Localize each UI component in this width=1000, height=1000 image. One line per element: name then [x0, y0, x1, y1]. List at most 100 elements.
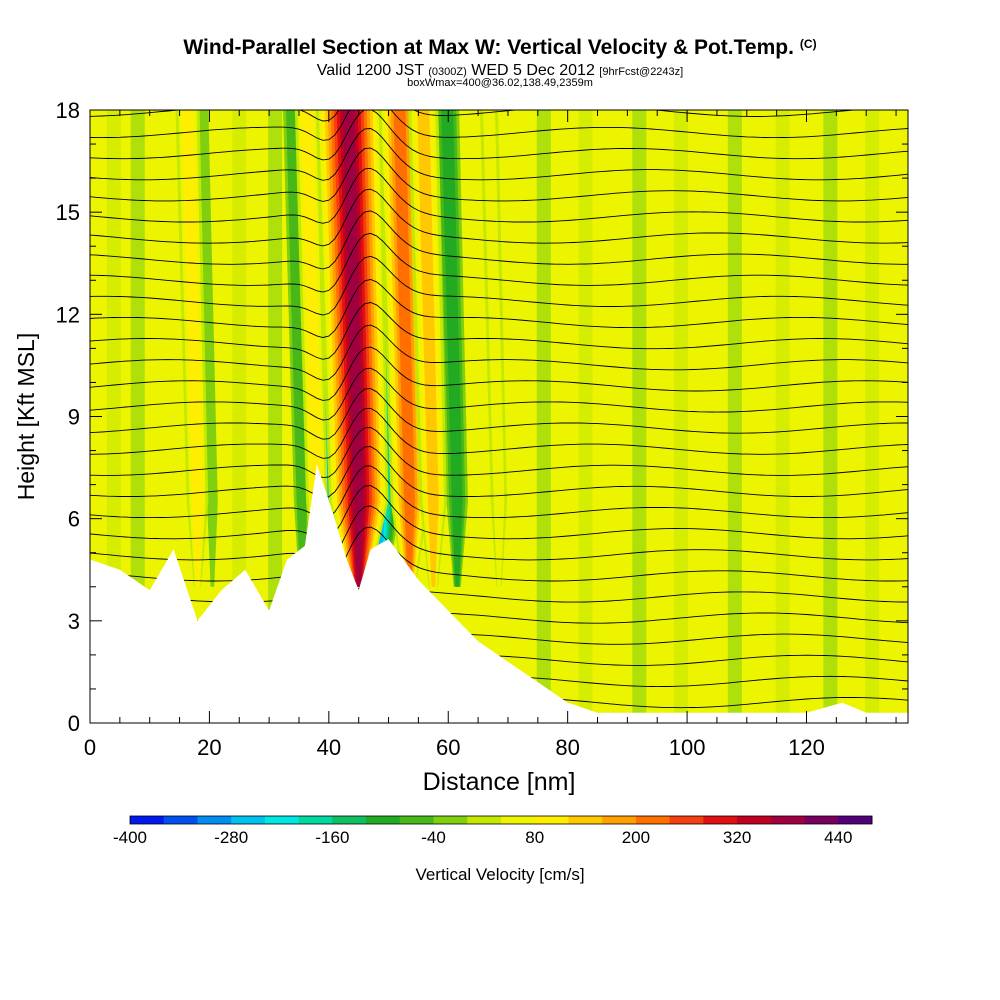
y-tick-label: 0: [68, 711, 80, 736]
isentrope-line: [90, 302, 908, 360]
x-tick-label: 100: [669, 735, 706, 760]
isentrope-line: [90, 346, 908, 401]
chart-box-info: boxWmax=400@36.02,138.49,2359m: [407, 77, 593, 89]
isentrope-line: [90, 446, 908, 498]
y-tick-label: 6: [68, 507, 80, 532]
colorbar-tick-label: -280: [214, 828, 248, 847]
isentrope-line: [90, 255, 908, 316]
x-tick-label: 40: [317, 735, 341, 760]
isentrope-line: [90, 110, 859, 122]
plot-area: [90, 51, 908, 723]
colorbar-border: [129, 815, 873, 825]
isentrope-line: [90, 128, 908, 181]
colorbar-swatch: [703, 816, 738, 824]
y-tick-label: 18: [56, 98, 80, 123]
colorbar-swatch: [804, 816, 839, 824]
field-streak: [232, 110, 247, 723]
colorbar-swatch: [770, 816, 806, 824]
field-streak: [775, 110, 790, 723]
isentrope-line: [90, 485, 908, 540]
colorbar-tick-label: 320: [723, 828, 751, 847]
isentrope-line: [90, 427, 908, 479]
field-streak: [130, 110, 145, 723]
isentrope-line: [90, 210, 908, 270]
y-tick-label: 15: [56, 200, 80, 225]
colorbar-label: Vertical Velocity [cm/s]: [415, 865, 584, 884]
isentrope-line: [90, 388, 908, 440]
colorbar-tick-label: 200: [622, 828, 650, 847]
isentrope-line: [90, 188, 908, 247]
x-axis-label: Distance [nm]: [423, 768, 576, 796]
colorbar-swatch: [602, 816, 637, 824]
copyright-mark: (C): [799, 37, 817, 51]
field-streak: [578, 110, 593, 723]
colorbar-swatch: [163, 816, 198, 824]
colorbar-swatch: [366, 816, 401, 824]
field-streak: [865, 110, 880, 723]
colorbar-swatch: [501, 816, 536, 824]
colorbar-tick-label: -40: [421, 828, 446, 847]
isentrope-line: [90, 110, 908, 161]
isentrope-line: [90, 407, 908, 459]
x-tick-label: 60: [436, 735, 460, 760]
isentrope-line: [90, 147, 908, 202]
colorbar-swatch: [534, 816, 569, 824]
colorbar-swatch: [298, 816, 333, 824]
chart-title: Wind-Parallel Section at Max W: Vertical…: [183, 36, 817, 59]
colorbar-swatch: [399, 816, 435, 824]
isentrope-line: [90, 232, 908, 293]
y-tick-label: 12: [56, 302, 80, 327]
colorbar-tick-label: 80: [525, 828, 544, 847]
colorbar-swatch: [737, 816, 772, 824]
colorbar-swatch: [197, 816, 232, 824]
field-streak: [268, 110, 283, 723]
isentrope-line: [90, 526, 908, 585]
y-axis-label: Height [Kft MSL]: [13, 333, 39, 500]
isentrope-line: [90, 110, 908, 141]
colorbar-tick-label: -400: [113, 828, 147, 847]
x-tick-label: 0: [84, 735, 96, 760]
updraft-band: [396, 110, 413, 587]
field-streak: [632, 110, 647, 723]
isentrope-line: [90, 51, 908, 102]
colorbar-swatch: [264, 816, 300, 824]
updraft-band: [345, 110, 362, 587]
field-streak: [823, 110, 838, 723]
x-tick-label: 120: [788, 735, 825, 760]
colorbar-swatch: [838, 816, 873, 824]
y-tick-label: 3: [68, 609, 80, 634]
y-tick-label: 9: [68, 405, 80, 430]
isentrope-line: [90, 367, 908, 421]
updraft-band: [420, 110, 436, 587]
updraft-band: [303, 110, 320, 587]
axes: 0 20 40 60 80 100 120 0 3 6 9 12 15 18 Distance [nm] He…: [13, 98, 908, 796]
x-tick-label: 20: [197, 735, 221, 760]
updraft-band: [486, 110, 502, 587]
colorbar-tick-label: -160: [315, 828, 349, 847]
isentrope-line: [90, 324, 908, 381]
field-streak: [727, 110, 742, 723]
colorbar-swatch: [332, 816, 367, 824]
isentrope-line: [90, 279, 908, 338]
updraft-band: [184, 110, 201, 587]
downdraft-band: [199, 110, 216, 587]
colorbar-swatch: [635, 816, 671, 824]
terrain-mask: [90, 464, 908, 723]
colorbar-swatch: [467, 816, 502, 824]
isentrope-line: [90, 167, 908, 224]
colorbar-swatch: [433, 816, 468, 824]
chart-subtitle: Valid 1200 JST (0300Z) WED 5 Dec 2012 [9…: [316, 62, 684, 79]
colorbar-swatch: [130, 816, 165, 824]
colorbar: -400 -280 -160 -40 80 200 320 440 Vertical Veloc…: [113, 815, 873, 884]
colorbar-swatch: [231, 816, 266, 824]
x-tick-label: 80: [555, 735, 579, 760]
colorbar-swatch: [669, 816, 704, 824]
field-streak: [536, 110, 551, 723]
isentrope-line: [90, 465, 908, 519]
colorbar-tick-label: 440: [824, 828, 852, 847]
isentrope-line: [90, 505, 908, 562]
downdraft-band: [444, 110, 460, 587]
colorbar-swatch: [568, 816, 603, 824]
field-streak: [674, 110, 689, 723]
